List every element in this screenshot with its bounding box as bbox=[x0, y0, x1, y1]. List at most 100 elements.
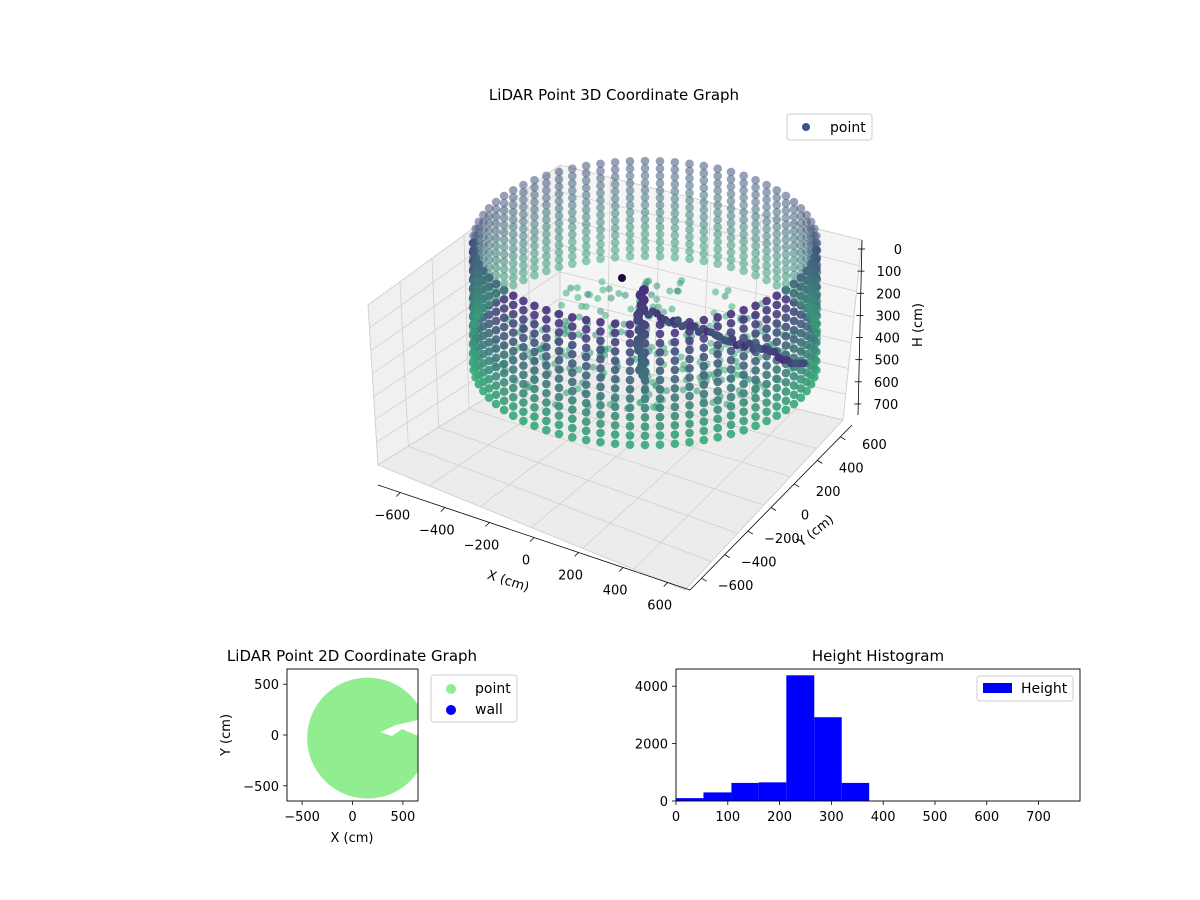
scatter-point bbox=[670, 439, 680, 449]
x-tick bbox=[396, 492, 401, 497]
scatter-point bbox=[601, 311, 609, 319]
scatter-point bbox=[685, 345, 694, 355]
scatter-point bbox=[712, 288, 720, 296]
scatter-point bbox=[573, 284, 581, 292]
scatter-point bbox=[739, 305, 748, 315]
scatter-point bbox=[568, 349, 577, 359]
scatter-point bbox=[685, 217, 694, 227]
scatter-point bbox=[713, 414, 722, 424]
scatter-point bbox=[542, 251, 551, 261]
x-tick-label-hist: 400 bbox=[871, 810, 896, 825]
scatter-point bbox=[726, 346, 736, 356]
x-tick-label-2d: 500 bbox=[390, 810, 415, 825]
scatter-point bbox=[789, 390, 799, 400]
scatter-point bbox=[781, 331, 791, 341]
scatter-point bbox=[751, 384, 760, 394]
scatter-point bbox=[789, 219, 799, 229]
y-tick-label-2d: 500 bbox=[254, 678, 279, 693]
scatter-point bbox=[615, 289, 623, 297]
scatter-point bbox=[789, 234, 799, 243]
scatter-point bbox=[519, 209, 528, 219]
scatter-point bbox=[640, 207, 650, 217]
scatter-point bbox=[554, 346, 564, 356]
scatter-point bbox=[699, 334, 709, 343]
legend-hist: Height bbox=[976, 675, 1074, 702]
scatter-point bbox=[726, 411, 736, 420]
scatter-point bbox=[484, 262, 494, 272]
scatter-point bbox=[713, 405, 722, 414]
x-tick-label-2d: 0 bbox=[348, 810, 356, 825]
scatter-point bbox=[812, 290, 821, 299]
scatter-point bbox=[499, 396, 509, 406]
scatter-point bbox=[508, 273, 518, 283]
scatter-point bbox=[554, 309, 564, 319]
scatter-point bbox=[812, 326, 821, 336]
x-tick-label: 400 bbox=[603, 584, 628, 599]
scatter-point bbox=[772, 383, 782, 393]
scatter-point bbox=[655, 164, 665, 173]
scatter-point bbox=[751, 329, 760, 338]
scatter-point bbox=[713, 433, 722, 442]
scatter-point bbox=[596, 327, 605, 336]
scatter-point bbox=[530, 384, 539, 394]
scatter-point bbox=[589, 363, 597, 371]
scatter-point bbox=[554, 355, 564, 365]
scatter-point bbox=[772, 215, 782, 224]
scatter-point bbox=[508, 193, 518, 202]
scatter-point bbox=[647, 291, 655, 299]
scatter-point bbox=[519, 352, 528, 361]
scatter-point bbox=[713, 230, 722, 239]
scatter-point bbox=[762, 180, 771, 190]
scatter-point bbox=[762, 398, 771, 407]
scatter-point bbox=[670, 216, 680, 226]
scatter-point bbox=[530, 329, 539, 338]
scatter-point bbox=[713, 340, 722, 350]
scatter-point bbox=[713, 377, 722, 387]
scatter-point bbox=[640, 164, 650, 173]
scatter-point bbox=[468, 340, 478, 349]
scatter-point bbox=[812, 282, 821, 292]
scatter-point bbox=[568, 200, 577, 210]
scatter-point bbox=[584, 290, 592, 298]
scatter-point bbox=[542, 305, 551, 315]
scatter-point bbox=[499, 242, 509, 252]
scatter-point bbox=[713, 200, 722, 210]
scatter-point bbox=[605, 285, 613, 293]
scatter-point bbox=[699, 256, 709, 266]
scatter-point bbox=[762, 209, 771, 219]
scatter-point bbox=[491, 212, 501, 221]
scatter-point bbox=[726, 218, 736, 228]
scatter-point bbox=[640, 229, 650, 239]
scatter-point bbox=[739, 361, 748, 370]
scatter-point bbox=[713, 349, 722, 359]
scatter-point bbox=[680, 361, 688, 369]
scatter-point bbox=[762, 217, 771, 226]
scatter-point bbox=[542, 193, 551, 203]
y-tick-label: 600 bbox=[862, 438, 887, 453]
scatter-point bbox=[625, 178, 635, 188]
scatter-point bbox=[781, 387, 791, 396]
scatter-point bbox=[640, 222, 650, 232]
scatter-point bbox=[508, 237, 518, 246]
scatter-point bbox=[655, 412, 665, 422]
scatter-point bbox=[772, 207, 782, 217]
scatter-point bbox=[726, 240, 736, 250]
scatter-point bbox=[499, 331, 509, 341]
scatter-point bbox=[610, 238, 620, 247]
x-tick bbox=[574, 552, 579, 557]
scatter-point bbox=[812, 319, 821, 328]
grid-line bbox=[684, 419, 844, 591]
scatter-point bbox=[655, 440, 665, 449]
scatter-point bbox=[812, 268, 821, 277]
scatter-point bbox=[567, 284, 575, 292]
scatter-point bbox=[772, 273, 782, 283]
scatter-point bbox=[542, 178, 551, 188]
scatter-point bbox=[772, 251, 782, 261]
scatter-point bbox=[640, 431, 650, 441]
scatter-point bbox=[670, 201, 680, 211]
scatter-point bbox=[596, 196, 605, 205]
scatter-point bbox=[508, 215, 518, 224]
scatter-point bbox=[685, 232, 694, 242]
chart-histogram: 0 100 200 300 400 500 600 700 0 2000 4000 Height H… bbox=[635, 647, 1081, 825]
scatter-point bbox=[568, 193, 577, 203]
